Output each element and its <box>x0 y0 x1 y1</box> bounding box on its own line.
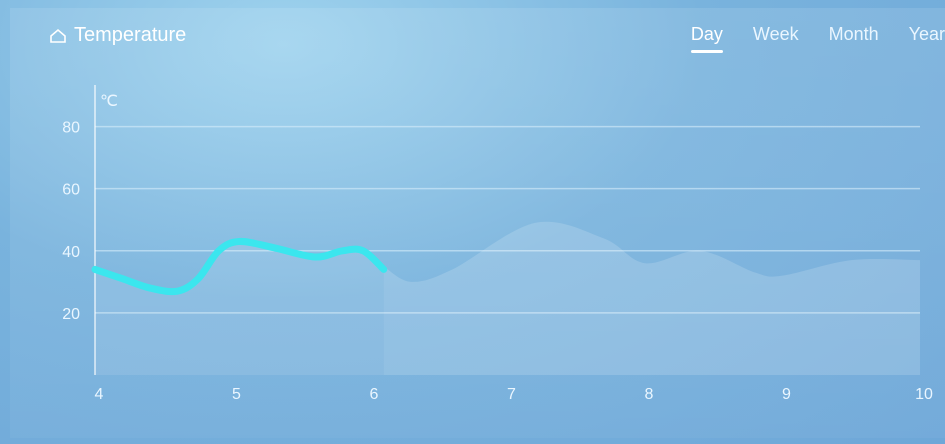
y-tick-label: 40 <box>62 244 80 261</box>
y-tick-label: 60 <box>62 182 80 199</box>
tab-day[interactable]: Day <box>690 24 723 53</box>
tab-year[interactable]: Year <box>908 24 945 44</box>
chart-panel <box>10 8 945 438</box>
background-area-layer <box>95 221 920 375</box>
header: Temperature Day Week Month Year <box>0 0 945 70</box>
tab-week[interactable]: Week <box>752 24 799 44</box>
series-layer <box>91 237 388 296</box>
temperature-line <box>91 237 388 296</box>
home-icon <box>48 26 68 46</box>
forecast-area <box>383 221 920 375</box>
x-tick-label: 10 <box>915 386 933 403</box>
x-tick-label: 6 <box>370 386 379 403</box>
grid-layer <box>95 125 920 314</box>
x-tick-label: 8 <box>645 386 654 403</box>
x-tick-label: 7 <box>507 386 516 403</box>
chart-title: Temperature <box>48 24 186 47</box>
y-tick-label: 20 <box>62 306 80 323</box>
tab-month[interactable]: Month <box>828 24 879 44</box>
time-range-tabs: Day Week Month Year <box>690 24 945 53</box>
x-tick-label: 9 <box>782 386 791 403</box>
series-area <box>95 241 384 375</box>
chart-title-label: Temperature <box>74 24 187 46</box>
axis-layer: 80 60 40 20 ℃ 4 5 6 7 8 9 10 <box>62 85 933 403</box>
x-tick-label: 4 <box>95 386 104 403</box>
x-tick-label: 5 <box>232 386 241 403</box>
y-tick-label: 80 <box>62 120 80 137</box>
y-unit-label: ℃ <box>100 93 118 110</box>
